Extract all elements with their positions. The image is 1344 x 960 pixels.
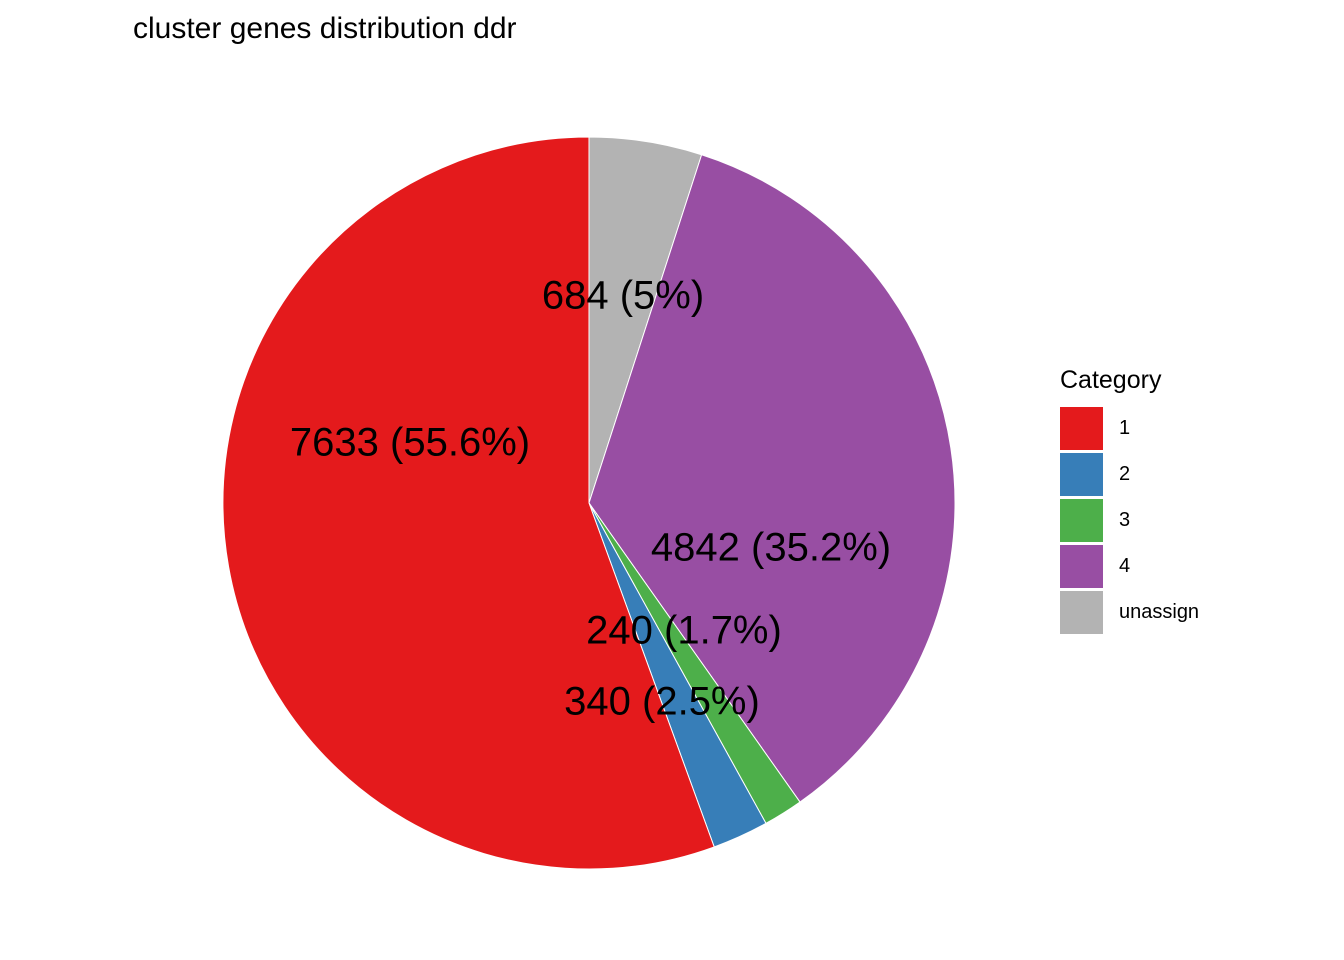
chart-title: cluster genes distribution ddr — [133, 12, 517, 45]
legend-label-3: 3 — [1119, 508, 1131, 531]
legend-title: Category — [1060, 366, 1162, 394]
legend-item-2: 2 — [1060, 451, 1199, 497]
pie-slice-labels: 7633 (55.6%) 340 (2.5%) 240 (1.7%) 4842 (35… — [290, 274, 891, 724]
legend-label-1: 1 — [1119, 416, 1131, 439]
legend-label-2: 2 — [1119, 462, 1131, 485]
legend-items: 1 2 3 4 unassign — [1060, 405, 1199, 635]
legend-swatch-2 — [1060, 452, 1103, 496]
legend-item-3: 3 — [1060, 497, 1199, 543]
pie-slice-1 — [222, 136, 715, 870]
pie-slice-4 — [588, 154, 956, 803]
legend: Category 1 2 3 4 unassign — [1060, 366, 1199, 635]
pie-slices — [222, 136, 956, 870]
legend-item-1: 1 — [1060, 405, 1199, 451]
slice-label-2: 340 (2.5%) — [564, 680, 760, 724]
legend-item-unassign: unassign — [1060, 589, 1199, 635]
legend-label-unassign: unassign — [1119, 600, 1200, 623]
legend-item-4: 4 — [1060, 543, 1199, 589]
legend-swatch-4 — [1060, 544, 1103, 588]
legend-swatch-unassign — [1060, 590, 1103, 634]
legend-swatch-1 — [1060, 406, 1103, 450]
slice-label-unassign: 684 (5%) — [542, 274, 704, 318]
legend-swatch-3 — [1060, 498, 1103, 542]
legend-label-4: 4 — [1119, 554, 1131, 577]
slice-label-3: 240 (1.7%) — [586, 609, 782, 653]
slice-label-1: 7633 (55.6%) — [290, 421, 530, 465]
slice-label-4: 4842 (35.2%) — [651, 526, 891, 570]
